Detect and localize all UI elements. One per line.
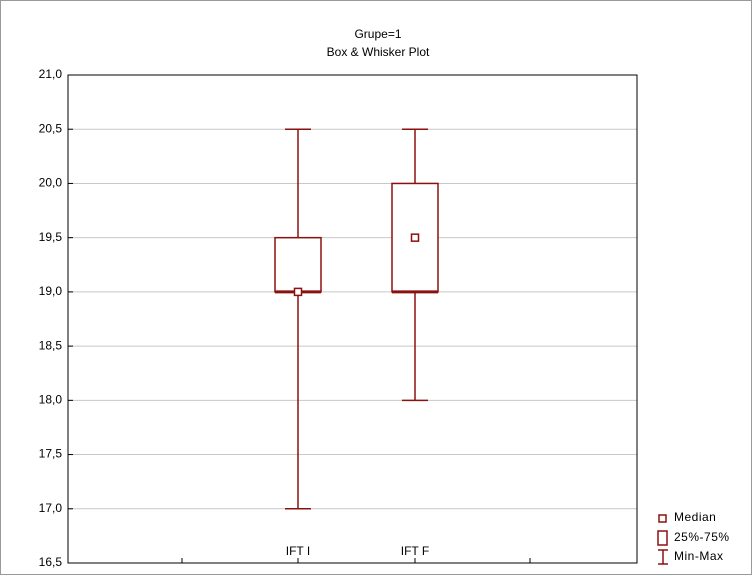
median-marker — [293, 287, 303, 297]
y-tick-label: 21,0 — [39, 67, 63, 81]
y-tick-label: 19,5 — [39, 230, 63, 244]
chart-subtitle: Box & Whisker Plot — [327, 45, 430, 59]
plot-border — [67, 74, 638, 564]
legend-label: 25%-75% — [674, 530, 730, 544]
y-tick-label: 17,5 — [39, 447, 63, 461]
legend-label: Min-Max — [674, 549, 724, 563]
y-tick-label: 17,0 — [39, 501, 63, 515]
y-tick-label: 18,5 — [39, 338, 63, 352]
plot-area — [67, 74, 638, 564]
y-tick-label: 19,0 — [39, 284, 63, 298]
chart-title: Grupe=1 — [354, 27, 401, 41]
x-tick-label: IFT I — [286, 544, 310, 558]
y-tick-label: 20,5 — [39, 121, 63, 135]
y-tick-label: 18,0 — [39, 393, 63, 407]
y-tick-label: 20,0 — [39, 176, 63, 190]
x-tick-label: IFT F — [401, 544, 429, 558]
median-marker — [410, 233, 420, 242]
legend-label: Median — [674, 510, 716, 524]
legend-median-icon — [658, 514, 667, 523]
legend-box-icon — [657, 530, 668, 546]
box — [274, 236, 322, 293]
y-tick-label: 16,5 — [39, 555, 63, 569]
